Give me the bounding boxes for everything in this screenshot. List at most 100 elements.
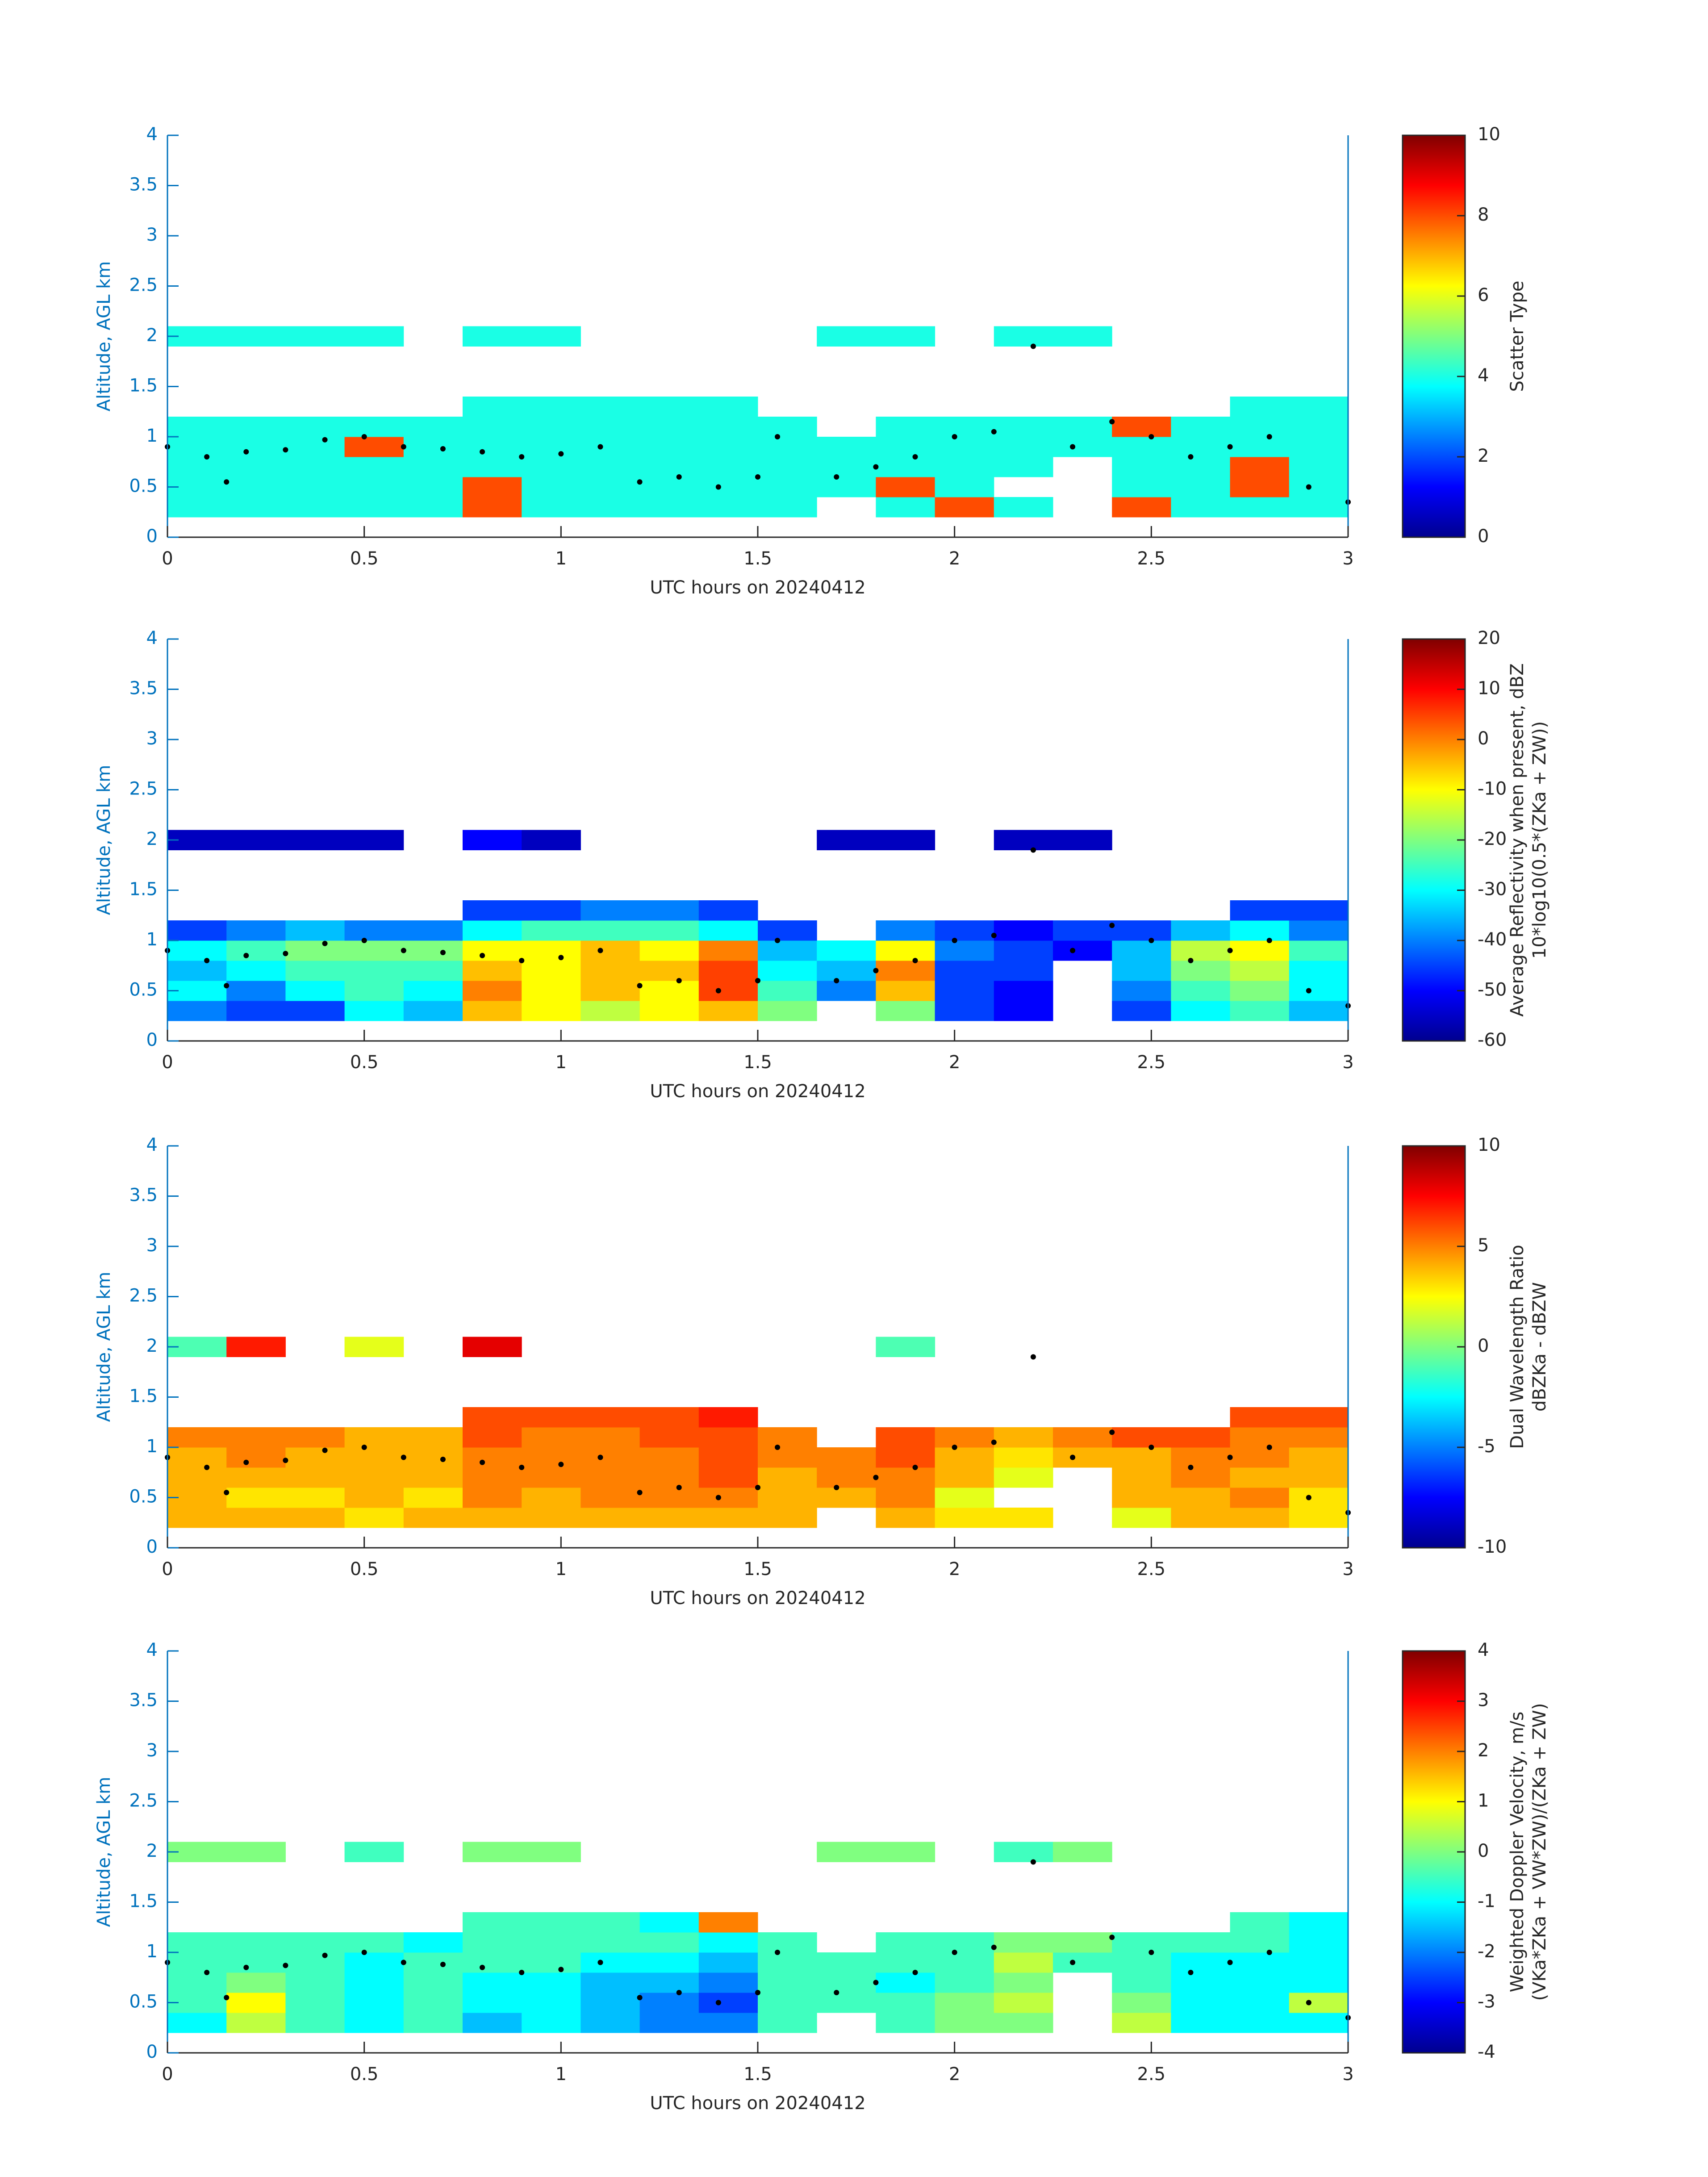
- heatmap-cell: [463, 1447, 522, 1468]
- heatmap-cell: [463, 1467, 522, 1488]
- point: [224, 983, 230, 989]
- heatmap-cell: [285, 920, 345, 941]
- point: [755, 474, 760, 480]
- point: [283, 1963, 288, 1968]
- heatmap-cell: [344, 1467, 404, 1488]
- y-tick-label: 4: [146, 124, 158, 145]
- heatmap-cell: [698, 1972, 758, 1993]
- point: [912, 1465, 918, 1470]
- heatmap-cell: [344, 1337, 404, 1357]
- point: [637, 983, 643, 989]
- heatmap-cell: [463, 900, 522, 921]
- heatmap-cell: [167, 1447, 227, 1468]
- heatmap-cell: [1112, 1001, 1171, 1021]
- y-tick-label: 2.5: [129, 1286, 158, 1306]
- point: [243, 1964, 249, 1970]
- heatmap-cell: [344, 1488, 404, 1508]
- colorbar-tick-label: 10: [1478, 124, 1500, 145]
- heatmap-cell: [1289, 477, 1349, 497]
- heatmap-cell: [758, 1001, 817, 1021]
- heatmap-cell: [876, 1952, 935, 1973]
- heatmap-cell: [522, 1407, 581, 1428]
- colorbar-tick-label: -2: [1478, 1941, 1495, 1962]
- heatmap-cell: [226, 1508, 286, 1528]
- heatmap-cell: [463, 2013, 522, 2033]
- heatmap-cell: [285, 1488, 345, 1508]
- x-tick-label: 1: [555, 1559, 567, 1579]
- point: [401, 948, 406, 953]
- heatmap-cell: [522, 940, 581, 961]
- colorbar-label: Dual Wavelength Ratio: [1507, 1245, 1528, 1449]
- heatmap-cell: [167, 497, 227, 518]
- point: [873, 1475, 879, 1480]
- point: [558, 955, 564, 961]
- point: [361, 434, 367, 439]
- heatmap-cell: [639, 1508, 699, 1528]
- point: [597, 948, 603, 953]
- heatmap-cell: [285, 1467, 345, 1488]
- x-tick-label: 1.5: [743, 548, 772, 569]
- y-tick-label: 3: [146, 728, 158, 749]
- heatmap-cell: [167, 457, 227, 477]
- heatmap-cell: [167, 940, 227, 961]
- x-tick-label: 0: [162, 1559, 173, 1579]
- heatmap-cell: [226, 1467, 286, 1488]
- heatmap-cell: [1289, 457, 1349, 477]
- heatmap-cell: [639, 1993, 699, 2013]
- heatmap-cell: [994, 961, 1053, 981]
- heatmap-cell: [1053, 417, 1112, 437]
- heatmap-cell: [522, 1972, 581, 1993]
- heatmap-cell: [758, 1447, 817, 1468]
- heatmap-cell: [1171, 497, 1231, 518]
- heatmap-cell: [226, 1993, 286, 2013]
- heatmap-cell: [935, 437, 994, 457]
- point: [834, 1990, 839, 1995]
- point: [1306, 484, 1311, 490]
- point: [1306, 1495, 1311, 1500]
- colorbar-tick-label: 10: [1478, 1135, 1500, 1155]
- heatmap-cell: [344, 961, 404, 981]
- x-tick-label: 1.5: [743, 1559, 772, 1579]
- point: [322, 437, 328, 443]
- y-tick-label: 2.5: [129, 275, 158, 296]
- heatmap-cell: [522, 1467, 581, 1488]
- heatmap-cell: [580, 397, 640, 417]
- heatmap-cell: [639, 457, 699, 477]
- heatmap-cell: [876, 477, 935, 497]
- point: [558, 1462, 564, 1467]
- point: [834, 1485, 839, 1490]
- heatmap-cell: [226, 457, 286, 477]
- colorbar-tick-label: 0: [1478, 1336, 1489, 1356]
- heatmap-cell: [344, 1427, 404, 1448]
- heatmap-cell: [580, 437, 640, 457]
- point: [1188, 1465, 1194, 1470]
- heatmap-cell: [698, 1427, 758, 1448]
- heatmap-cell: [698, 981, 758, 1001]
- heatmap-cell: [580, 940, 640, 961]
- heatmap-cell: [403, 1447, 463, 1468]
- heatmap-cell: [1171, 437, 1231, 457]
- heatmap-cell: [1112, 981, 1171, 1001]
- heatmap-cell: [994, 920, 1053, 941]
- heatmap-cell: [876, 1842, 935, 1862]
- point: [519, 454, 525, 460]
- heatmap-cell: [994, 1972, 1053, 1993]
- heatmap-cell: [344, 1993, 404, 2013]
- heatmap-cell: [1171, 2013, 1231, 2033]
- x-tick-label: 2.5: [1137, 548, 1166, 569]
- point: [558, 1967, 564, 1972]
- heatmap-cell: [1289, 981, 1349, 1001]
- y-tick-label: 3.5: [129, 678, 158, 699]
- heatmap-cell: [935, 2013, 994, 2033]
- heatmap-cell: [580, 497, 640, 518]
- heatmap-cell: [1053, 1932, 1112, 1953]
- heatmap-cell: [403, 1952, 463, 1973]
- heatmap-cell: [1230, 1001, 1290, 1021]
- colorbar-tick-label: 2: [1478, 446, 1489, 466]
- heatmap-cell: [994, 981, 1053, 1001]
- heatmap-cell: [1053, 1952, 1112, 1973]
- point: [1306, 2000, 1311, 2006]
- heatmap-cell: [817, 437, 876, 457]
- y-tick-label: 2: [146, 325, 158, 346]
- heatmap-cell: [1230, 981, 1290, 1001]
